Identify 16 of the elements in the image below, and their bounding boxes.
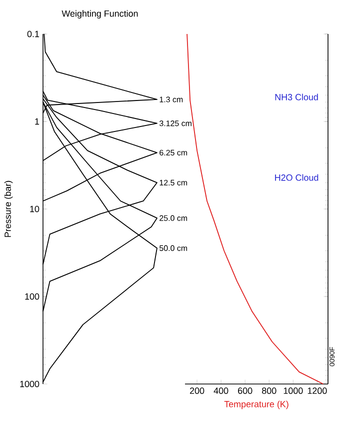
annotation: NH3 Cloud (275, 94, 318, 100)
annotation: H2O Cloud (275, 174, 318, 181)
chart-title: Weighting Function (62, 10, 138, 18)
x-tick-label: 800 (262, 388, 276, 394)
x-tick-label: 200 (190, 388, 204, 394)
x-tick-label: 400 (214, 388, 228, 394)
x-tick-label: 600 (238, 388, 252, 394)
x-tick-label: 1200 (308, 388, 327, 394)
y-tick-label: 100 (25, 293, 40, 300)
y-tick-label: 0.1 (27, 30, 40, 38)
y-tick-label: 10 (30, 206, 40, 212)
y-tick-label: 1 (35, 118, 40, 125)
x-axis-title: Temperature (K) (224, 400, 288, 410)
y-tick-label: 1000 (20, 380, 40, 388)
x-tick-label: 1000 (284, 388, 303, 394)
y-axis-title: Pressure (bar) (4, 180, 13, 237)
